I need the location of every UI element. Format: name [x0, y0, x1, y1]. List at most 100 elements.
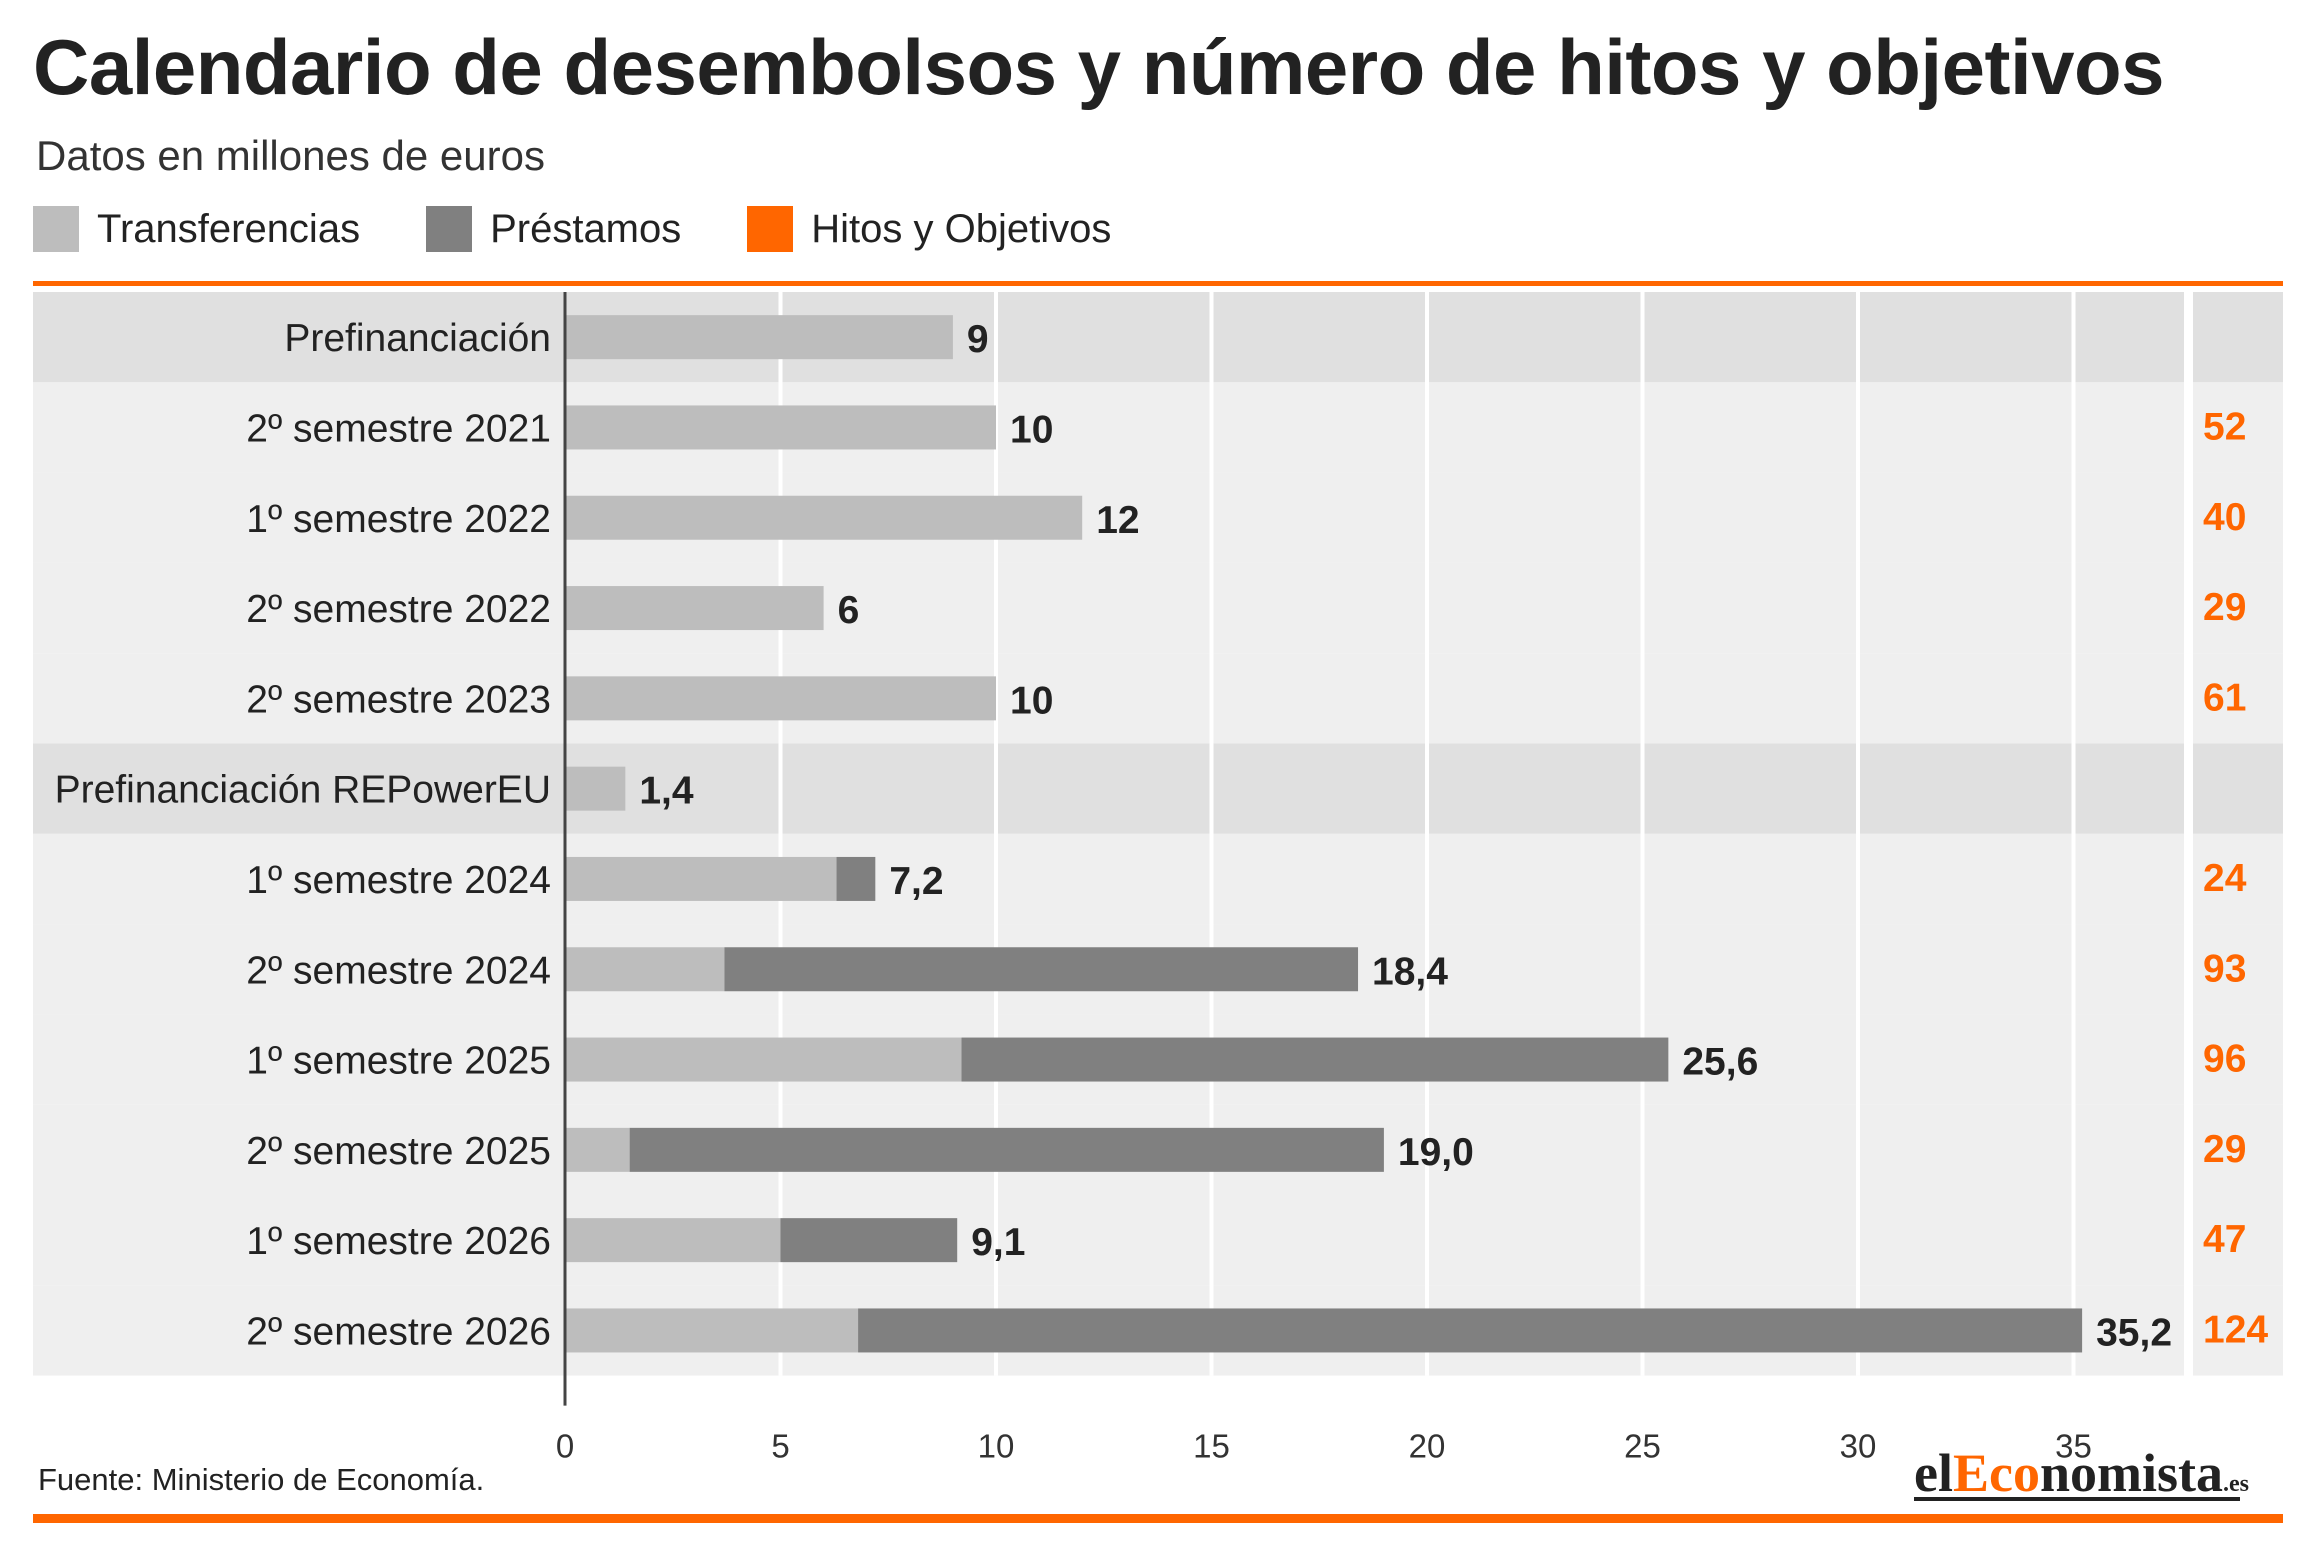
hitos-value: 24: [2203, 857, 2247, 900]
bar-value-label: 35,2: [2096, 1311, 2172, 1354]
bar-transferencias: [565, 766, 626, 811]
hitos-cell-background: [2193, 653, 2283, 744]
hitos-value: 96: [2203, 1038, 2246, 1081]
category-label: Prefinanciación REPowerEU: [55, 769, 551, 812]
bar-value-label: 9,1: [971, 1221, 1025, 1264]
bar-value-label: 1,4: [639, 770, 694, 813]
hitos-cell-background: [2193, 382, 2283, 473]
hitos-cell-background: [2193, 1285, 2283, 1376]
hitos-cell-background: [2193, 1104, 2283, 1195]
bar-value-label: 9: [967, 318, 989, 361]
row-background: [33, 562, 2184, 654]
category-label: 1º semestre 2024: [246, 859, 551, 902]
legend-swatch-prestamos: [426, 206, 473, 252]
legend-item-hitos: Hitos y Objetivos: [747, 206, 1111, 252]
bar-transferencias: [565, 1308, 859, 1353]
bar-prestamos: [629, 1127, 1384, 1172]
category-label: 1º semestre 2026: [246, 1220, 551, 1263]
x-tick-label: 5: [771, 1428, 789, 1465]
bar-transferencias: [565, 676, 996, 721]
brand-logo: elEconomista.es: [1914, 1442, 2249, 1504]
legend-item-prestamos: Préstamos: [426, 206, 681, 252]
bar-value-label: 25,6: [1682, 1041, 1758, 1084]
bar-transferencias: [565, 947, 725, 992]
bar-transferencias: [565, 1218, 781, 1263]
row-background: [33, 292, 2184, 383]
bar-prestamos: [858, 1308, 2083, 1353]
hitos-cell-background: [2193, 292, 2283, 383]
row-background: [33, 382, 2184, 473]
x-tick-label: 35: [2055, 1428, 2092, 1465]
x-tick-label: 15: [1193, 1428, 1230, 1465]
legend-swatch-hitos: [747, 206, 794, 252]
hitos-value: 52: [2203, 405, 2246, 448]
chart-subtitle: Datos en millones de euros: [36, 132, 545, 179]
hitos-cell-background: [2193, 562, 2283, 654]
hitos-value: 47: [2203, 1218, 2246, 1261]
category-label: 2º semestre 2023: [246, 678, 551, 721]
bar-value-label: 19,0: [1398, 1131, 1474, 1174]
bar-value-label: 7,2: [889, 860, 943, 903]
category-label: 2º semestre 2021: [246, 407, 551, 450]
x-tick-label: 20: [1409, 1428, 1446, 1465]
legend-label-prestamos: Préstamos: [490, 206, 682, 251]
legend-label-hitos: Hitos y Objetivos: [811, 206, 1112, 251]
hitos-cell-background: [2193, 924, 2283, 1015]
bar-value-label: 10: [1010, 408, 1053, 451]
hitos-value: 61: [2203, 676, 2246, 719]
bottom-accent-rule: [33, 1514, 2283, 1523]
legend: Transferencias Préstamos Hitos y Objetiv…: [33, 204, 1177, 254]
bar-transferencias: [565, 315, 953, 360]
category-label: 2º semestre 2022: [246, 588, 551, 631]
category-label: 2º semestre 2026: [246, 1310, 551, 1353]
bar-transferencias: [565, 586, 824, 631]
row-background: [33, 1195, 2184, 1286]
bar-value-label: 18,4: [1372, 950, 1448, 993]
x-tick-label: 0: [556, 1428, 574, 1465]
hitos-cell-background: [2193, 833, 2283, 925]
hitos-cell-background: [2193, 743, 2283, 834]
hitos-value: 93: [2203, 947, 2246, 990]
category-label: 2º semestre 2024: [246, 949, 551, 992]
row-background: [33, 833, 2184, 925]
row-background: [33, 743, 2184, 834]
bar-prestamos: [724, 947, 1359, 992]
brand-prefix: el: [1914, 1443, 1953, 1503]
row-background: [33, 653, 2184, 744]
bar-value-label: 12: [1096, 499, 1139, 542]
hitos-cell-background: [2193, 1195, 2283, 1286]
legend-item-transferencias: Transferencias: [33, 206, 360, 252]
bar-prestamos: [780, 1218, 958, 1263]
hitos-value: 124: [2203, 1308, 2268, 1351]
category-label: 1º semestre 2022: [246, 498, 551, 541]
bar-value-label: 6: [838, 589, 860, 632]
chart-title: Calendario de desembolsos y número de hi…: [33, 23, 2165, 111]
category-label: 2º semestre 2025: [246, 1130, 551, 1173]
top-accent-rule: [33, 281, 2283, 286]
bar-transferencias: [565, 856, 837, 901]
hitos-cell-background: [2193, 1014, 2283, 1105]
hitos-value: 29: [2203, 586, 2246, 629]
bar-transferencias: [565, 1127, 630, 1172]
category-label: 1º semestre 2025: [246, 1040, 551, 1083]
bar-transferencias: [565, 1037, 962, 1082]
legend-label-transferencias: Transferencias: [97, 206, 361, 251]
hitos-cell-background: [2193, 472, 2283, 563]
bar-value-label: 10: [1010, 679, 1053, 722]
brand-rest: nomista: [2039, 1443, 2223, 1503]
x-tick-label: 25: [1624, 1428, 1661, 1465]
hitos-value: 40: [2203, 496, 2246, 539]
row-background: [33, 472, 2184, 563]
bar-prestamos: [961, 1037, 1669, 1082]
bar-prestamos: [836, 856, 876, 901]
brand-accent: Eco: [1952, 1443, 2040, 1503]
source-note: Fuente: Ministerio de Economía.: [38, 1462, 485, 1497]
brand-underline: [1914, 1497, 2240, 1501]
hitos-value: 29: [2203, 1128, 2246, 1171]
brand-tld: .es: [2223, 1471, 2249, 1497]
category-label: Prefinanciación: [284, 317, 551, 360]
x-tick-label: 30: [1840, 1428, 1877, 1465]
x-tick-label: 10: [978, 1428, 1015, 1465]
legend-swatch-transferencias: [33, 206, 79, 252]
